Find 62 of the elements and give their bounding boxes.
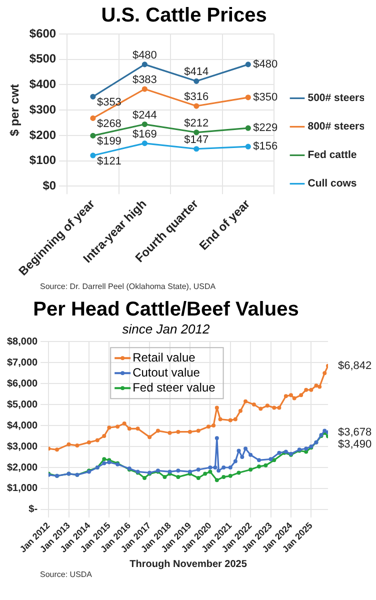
y-tick-label: $2,000 — [6, 462, 38, 474]
point — [245, 94, 251, 100]
data-label: $229 — [253, 122, 278, 134]
y-tick-label: $4,000 — [6, 420, 38, 432]
chart-subtitle: since Jan 2012 — [122, 321, 210, 336]
legend-label: Cull cows — [308, 178, 357, 190]
x-axis-title: Through November 2025 — [130, 558, 248, 570]
point — [194, 103, 200, 109]
data-label: $244 — [132, 109, 157, 122]
data-label: $316 — [184, 91, 209, 104]
point — [142, 121, 148, 128]
point — [194, 146, 200, 152]
data-label: $156 — [253, 140, 278, 153]
y-tick-label: $400 — [29, 77, 56, 92]
y-tick-label: $300 — [29, 102, 56, 116]
y-tick-label: $8,000 — [6, 336, 38, 348]
point — [142, 86, 148, 92]
point — [90, 94, 96, 100]
data-label: $199 — [96, 136, 122, 148]
data-label: $147 — [184, 134, 209, 146]
legend-label: Retail value — [132, 350, 196, 364]
y-tick-label: $6,000 — [6, 378, 38, 390]
chart-title: U.S. Cattle Prices — [101, 4, 267, 27]
legend-label: Cutout value — [132, 365, 200, 380]
annotation: $3,678 — [338, 426, 372, 438]
y-tick-label: $1,000 — [6, 483, 38, 494]
point — [245, 62, 251, 68]
point — [90, 115, 96, 121]
annotation: $3,490 — [338, 438, 372, 450]
point — [194, 78, 200, 84]
point — [245, 144, 251, 150]
source-note: Source: Dr. Darrell Peel (Oklahoma State), USDA — [39, 282, 217, 293]
legend-label: Fed steer value — [132, 380, 216, 394]
y-tick-label: $5,000 — [6, 399, 38, 410]
y-tick-label: $600 — [29, 26, 56, 40]
y-tick-label: $3,000 — [6, 441, 38, 452]
data-label: $383 — [132, 74, 157, 86]
point — [142, 140, 148, 146]
data-label: $353 — [96, 96, 122, 109]
y-tick-label: $500 — [29, 52, 56, 66]
y-tick-label: $100 — [29, 153, 56, 168]
y-tick-label: $200 — [29, 128, 56, 142]
data-label: $121 — [96, 156, 122, 168]
data-label: $480 — [132, 49, 157, 62]
y-axis-title: $ per cwt — [8, 84, 22, 136]
point — [90, 132, 96, 138]
data-label: $268 — [96, 118, 122, 130]
legend-label: Fed cattle — [308, 149, 357, 162]
y-tick-label: $0 — [42, 178, 56, 192]
data-label: $169 — [132, 128, 157, 140]
chart-title: Per Head Cattle/Beef Values — [33, 298, 299, 321]
data-label: $414 — [184, 66, 209, 78]
y-tick-label: $- — [28, 504, 38, 516]
data-label: $350 — [253, 91, 278, 104]
source-note: Source: USDA — [39, 570, 94, 581]
annotation: $6,842 — [338, 360, 372, 372]
point — [245, 125, 251, 131]
point — [90, 152, 96, 158]
data-label: $480 — [253, 58, 278, 70]
y-tick-label: $7,000 — [6, 357, 38, 368]
point — [142, 62, 148, 68]
data-label: $212 — [184, 117, 209, 130]
